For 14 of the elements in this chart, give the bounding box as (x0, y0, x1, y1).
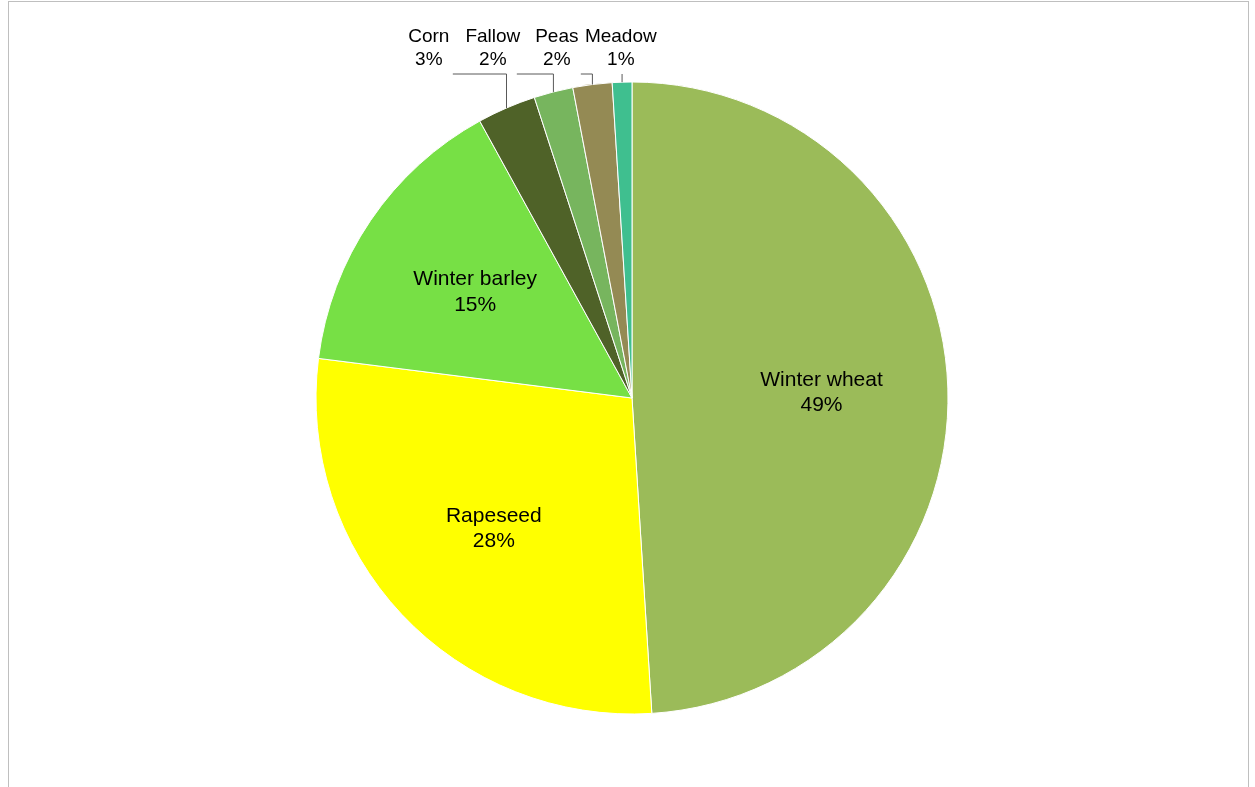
data-label: 1% (607, 47, 635, 69)
data-label: 15% (454, 291, 497, 315)
data-label: 3% (415, 47, 443, 69)
slice-label: Meadow (584, 25, 657, 46)
data-label: 49% (800, 392, 843, 416)
slice-label: Peas (535, 25, 579, 46)
data-label: 28% (472, 527, 515, 551)
slice-label: Winter barley (413, 266, 538, 290)
slice-label: Corn (408, 25, 450, 46)
data-label: 2% (479, 47, 507, 69)
slice-label: Fallow (465, 25, 521, 46)
data-label: 2% (543, 47, 571, 69)
slice-label: Winter wheat (760, 367, 883, 391)
slice-label: Rapeseed (445, 502, 542, 526)
